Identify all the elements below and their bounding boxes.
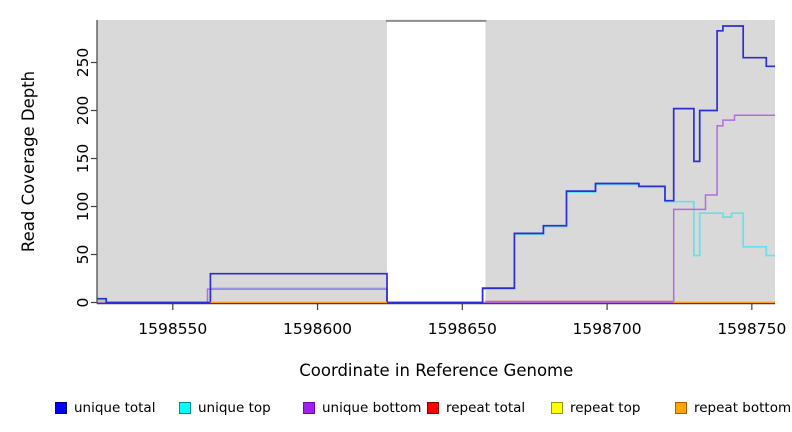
svg-text:1598750: 1598750 (717, 320, 786, 338)
svg-text:Read Coverage Depth: Read Coverage Depth (19, 71, 38, 252)
legend-swatch-yellow-square-icon (551, 402, 563, 414)
legend-swatch-blue-square-icon (55, 402, 67, 414)
legend: unique total unique top unique bottom re… (55, 396, 792, 420)
legend-item-label: repeat bottom (694, 400, 792, 416)
legend-item-label: repeat top (570, 400, 641, 416)
legend-item: unique top (179, 400, 303, 416)
legend-swatch-orange-square-icon (675, 402, 687, 414)
legend-swatch-purple-square-icon (303, 402, 315, 414)
legend-item: repeat top (551, 400, 675, 416)
svg-text:200: 200 (74, 96, 92, 126)
legend-item-label: unique total (74, 400, 156, 416)
svg-text:1598650: 1598650 (428, 320, 497, 338)
legend-item: repeat total (427, 400, 551, 416)
legend-item-label: repeat total (446, 400, 526, 416)
svg-text:100: 100 (74, 192, 92, 222)
svg-text:0: 0 (74, 298, 92, 308)
legend-swatch-red-square-icon (427, 402, 439, 414)
legend-swatch-cyan-square-icon (179, 402, 191, 414)
svg-text:1598700: 1598700 (573, 320, 642, 338)
svg-text:1598550: 1598550 (138, 320, 207, 338)
legend-item-label: unique bottom (322, 400, 422, 416)
legend-item: repeat bottom (675, 400, 792, 416)
legend-item: unique total (55, 400, 179, 416)
svg-text:Coordinate in Reference Genome: Coordinate in Reference Genome (299, 361, 573, 380)
svg-text:50: 50 (74, 245, 92, 265)
legend-item-label: unique top (198, 400, 271, 416)
svg-text:150: 150 (74, 144, 92, 174)
legend-item: unique bottom (303, 400, 427, 416)
svg-text:250: 250 (74, 48, 92, 78)
svg-text:1598600: 1598600 (283, 320, 352, 338)
